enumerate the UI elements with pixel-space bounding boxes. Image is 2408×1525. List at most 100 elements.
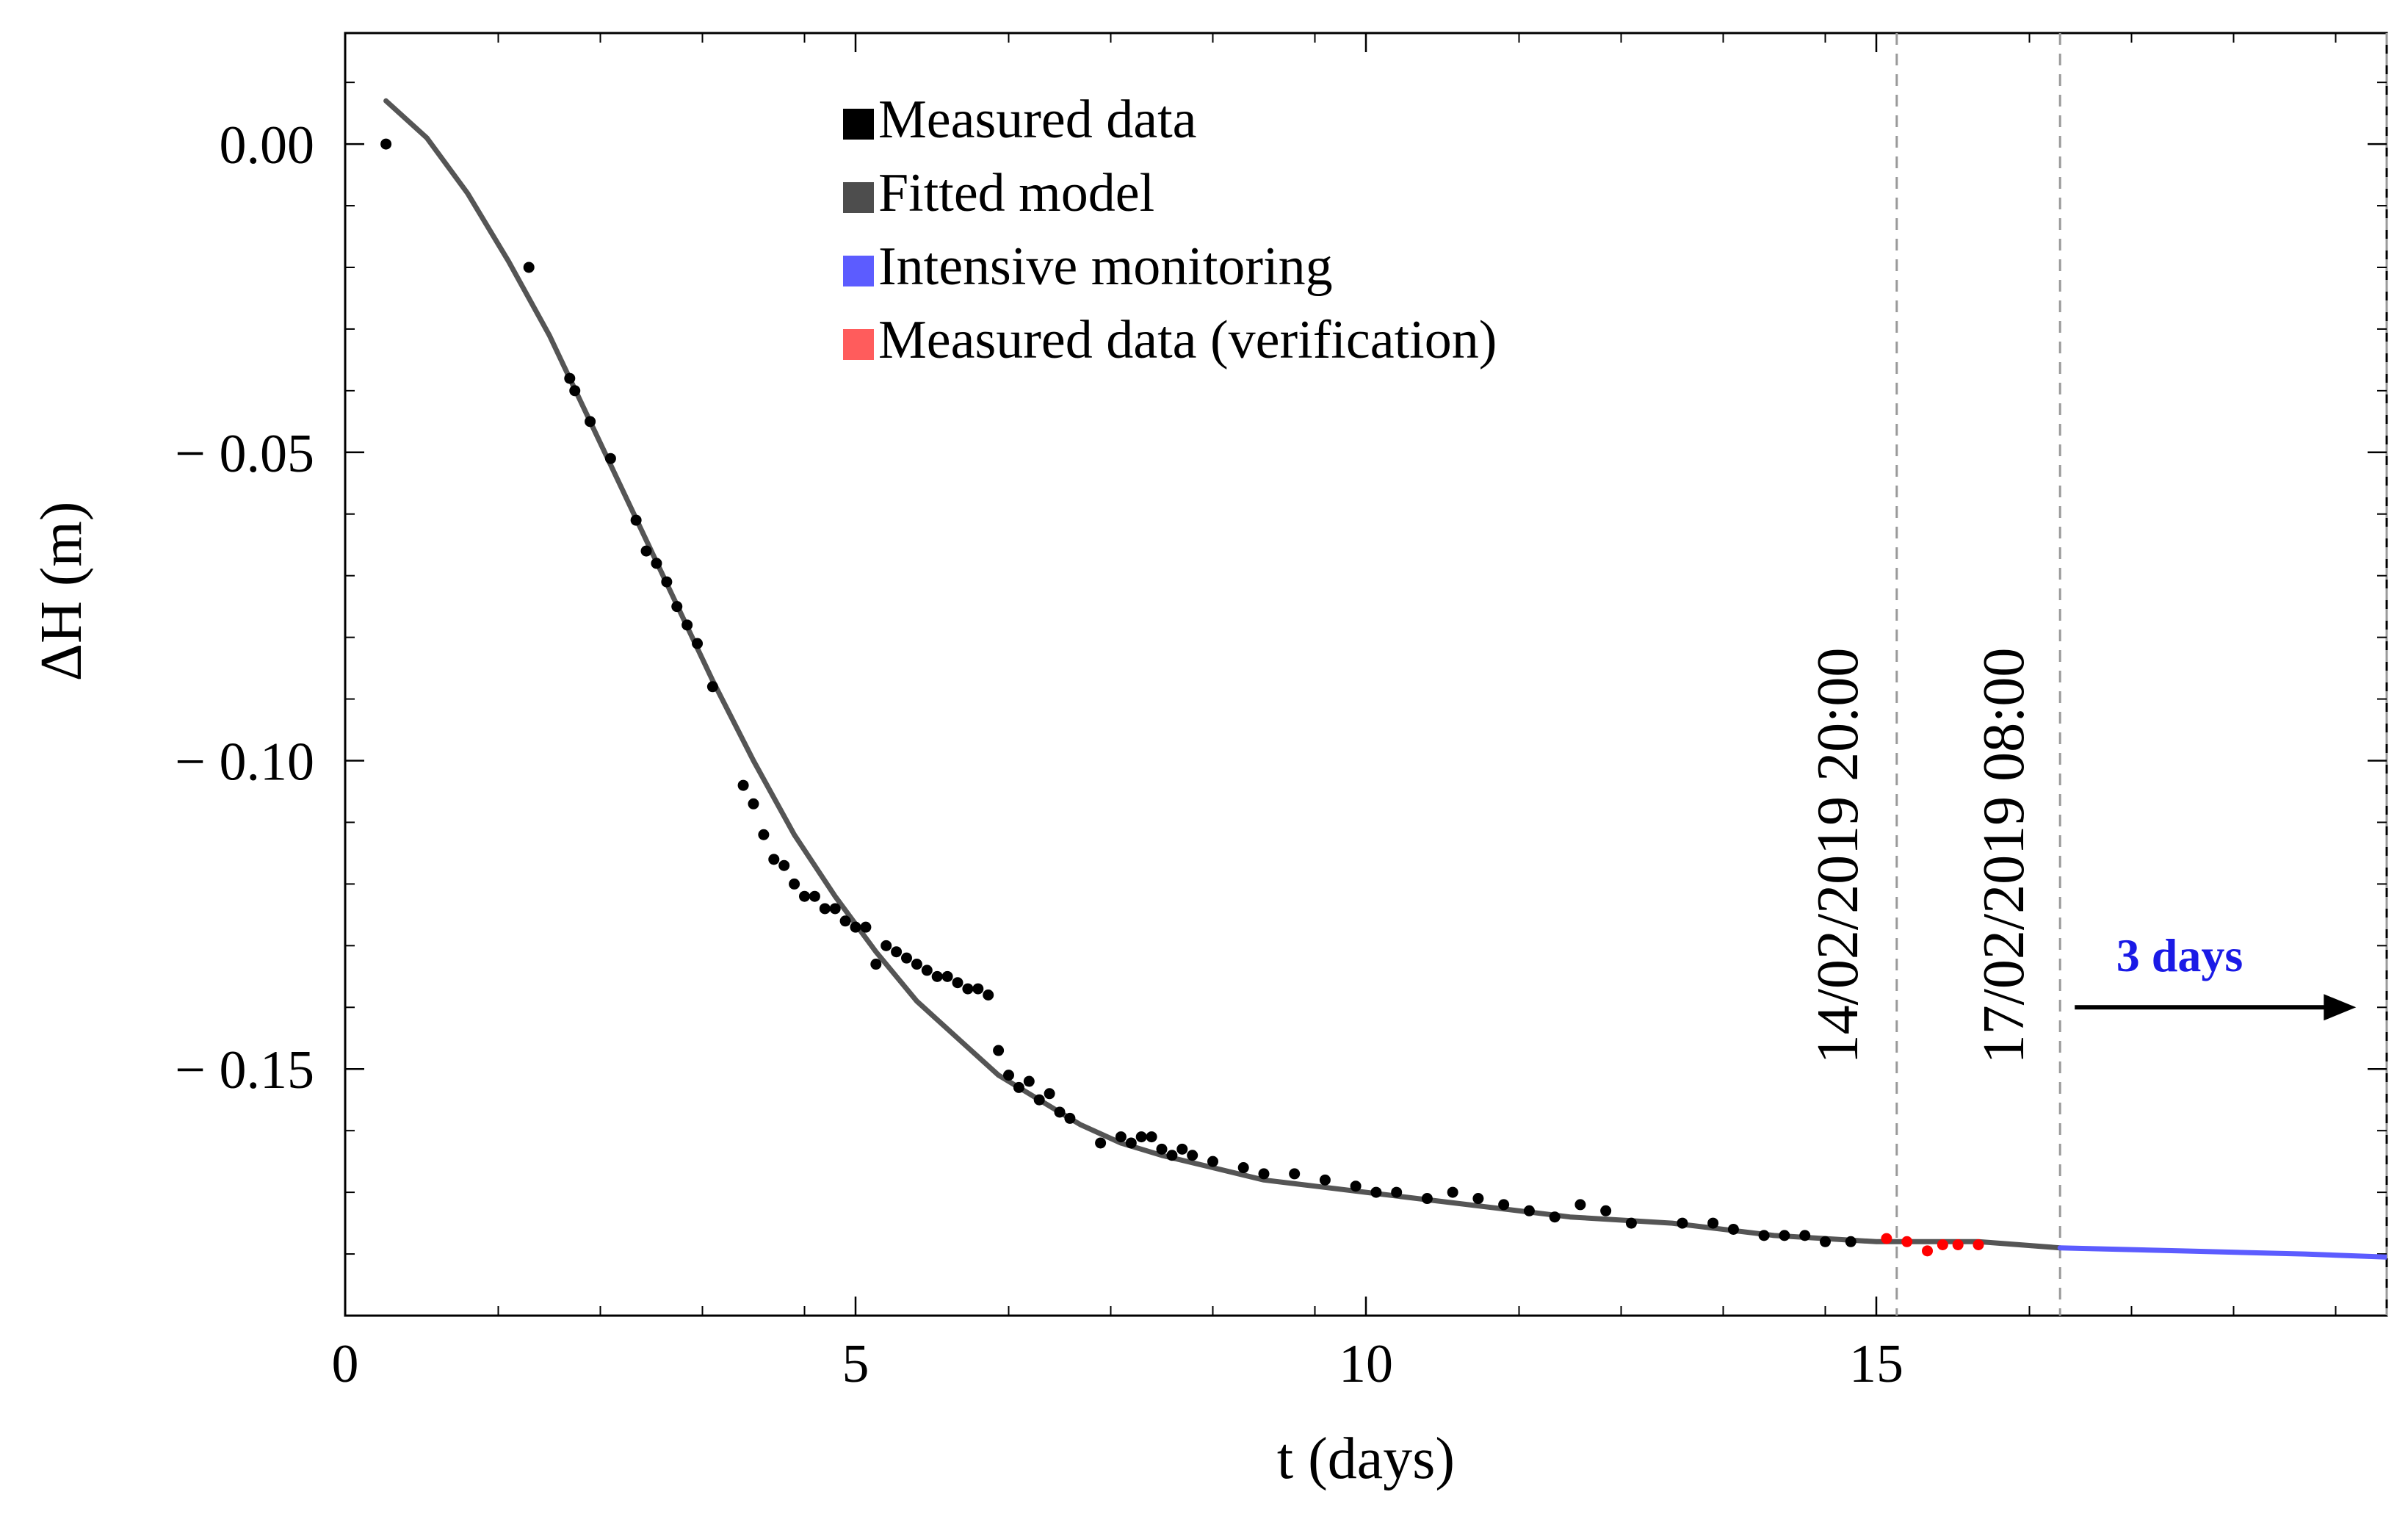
data-point-0-50: [1135, 1131, 1147, 1143]
data-point-0-35: [952, 977, 963, 989]
legend-label-fitted: Fitted model: [878, 163, 1154, 223]
data-point-0-14: [737, 779, 749, 791]
data-point-0-31: [911, 959, 922, 970]
data-point-0-47: [1095, 1137, 1107, 1149]
data-point-0-40: [1003, 1070, 1014, 1081]
data-point-0-21: [809, 890, 820, 902]
data-point-0-79: [1820, 1236, 1831, 1247]
data-point-3-1: [1901, 1236, 1913, 1247]
data-point-0-24: [839, 915, 851, 927]
data-point-0-26: [860, 921, 872, 933]
data-point-0-25: [850, 921, 861, 933]
data-point-0-13: [706, 681, 718, 693]
data-point-0-71: [1600, 1205, 1612, 1216]
data-point-0-48: [1115, 1131, 1127, 1143]
legend-swatch-measured: [843, 109, 874, 140]
data-point-0-55: [1187, 1150, 1198, 1161]
data-point-0-30: [901, 952, 912, 964]
data-point-0-73: [1677, 1217, 1688, 1229]
data-point-0-65: [1447, 1186, 1458, 1198]
data-points: [380, 138, 1984, 1257]
data-point-0-9: [661, 576, 673, 588]
data-point-0-68: [1523, 1205, 1535, 1216]
x-axis-label: t (days): [1277, 1427, 1455, 1491]
legend-swatch-intensive: [843, 256, 874, 286]
data-point-0-18: [778, 859, 790, 871]
legend-label-measured: Measured data: [878, 90, 1197, 150]
data-point-0-78: [1799, 1230, 1811, 1241]
data-point-0-0: [380, 138, 392, 150]
data-point-0-12: [692, 638, 704, 649]
data-point-0-52: [1156, 1143, 1168, 1155]
data-point-0-23: [829, 903, 841, 915]
data-point-0-70: [1574, 1199, 1586, 1211]
data-point-0-33: [931, 970, 943, 982]
data-point-0-28: [881, 940, 892, 951]
x-tick-label-1: 5: [842, 1334, 869, 1394]
data-point-0-2: [564, 372, 576, 384]
vline-label-start: 14/02/2019 20:00: [1806, 648, 1870, 1064]
data-point-0-41: [1013, 1081, 1024, 1093]
data-point-0-6: [630, 514, 642, 526]
data-point-0-54: [1176, 1143, 1188, 1155]
data-point-3-2: [1922, 1245, 1933, 1257]
legend-swatch-verification: [843, 329, 874, 360]
data-point-0-15: [748, 798, 759, 810]
arrow-head: [2324, 994, 2357, 1021]
data-point-0-20: [799, 890, 810, 902]
data-point-0-74: [1707, 1217, 1719, 1229]
data-point-0-44: [1044, 1088, 1055, 1100]
x-tick-label-3: 15: [1849, 1334, 1903, 1394]
data-point-0-69: [1549, 1211, 1561, 1223]
data-point-0-51: [1146, 1131, 1157, 1143]
data-point-0-57: [1237, 1162, 1249, 1174]
data-point-0-4: [585, 416, 596, 428]
data-point-0-27: [870, 959, 882, 970]
data-point-0-5: [604, 453, 616, 464]
annotation-text: 3 days: [2116, 929, 2244, 981]
data-point-0-32: [921, 965, 933, 976]
data-point-0-66: [1472, 1193, 1484, 1205]
data-point-0-38: [983, 989, 994, 1001]
data-point-0-39: [993, 1045, 1005, 1056]
data-point-0-16: [758, 829, 770, 840]
series-line-2: [2057, 1245, 2387, 1260]
data-point-0-22: [819, 903, 831, 915]
y-axis-label: ΔH (m): [29, 502, 94, 682]
x-tick-label-0: 0: [332, 1334, 359, 1394]
y-tick-label-3: − 0.15: [175, 1040, 314, 1100]
data-point-0-42: [1023, 1075, 1035, 1087]
legend-swatch-fitted: [843, 182, 874, 213]
data-point-3-5: [1973, 1239, 1984, 1250]
x-tick-label-2: 10: [1339, 1334, 1393, 1394]
data-point-0-11: [681, 619, 693, 631]
data-point-0-60: [1319, 1174, 1331, 1186]
data-point-0-43: [1033, 1094, 1045, 1106]
data-point-0-46: [1064, 1112, 1076, 1124]
data-point-0-63: [1391, 1186, 1403, 1198]
data-point-0-19: [789, 878, 800, 890]
data-point-0-59: [1289, 1168, 1301, 1180]
data-point-0-61: [1350, 1180, 1362, 1192]
axis-ticks: 0 5 10 15 0.00 − 0.05 − 0.10 − 0.15: [175, 33, 2387, 1394]
data-point-3-4: [1952, 1239, 1964, 1250]
y-tick-label-2: − 0.10: [175, 732, 314, 793]
data-point-0-72: [1625, 1217, 1637, 1229]
data-point-0-7: [640, 545, 652, 557]
data-point-0-62: [1370, 1186, 1382, 1198]
data-point-3-3: [1937, 1239, 1948, 1250]
vline-label-end: 17/02/2019 08:00: [1972, 648, 2036, 1064]
plot-frame: [344, 32, 2388, 1317]
data-point-0-80: [1845, 1236, 1856, 1247]
data-point-0-75: [1727, 1223, 1739, 1235]
data-point-0-76: [1758, 1230, 1770, 1241]
data-point-0-49: [1125, 1137, 1137, 1149]
y-tick-label-0: 0.00: [220, 115, 315, 176]
data-point-3-0: [1881, 1233, 1892, 1244]
data-point-0-10: [671, 601, 683, 613]
legend-label-intensive: Intensive monitoring: [878, 237, 1333, 297]
data-point-0-8: [651, 558, 662, 569]
legend-label-verification: Measured data (verification): [878, 310, 1497, 370]
data-point-0-53: [1166, 1150, 1178, 1161]
